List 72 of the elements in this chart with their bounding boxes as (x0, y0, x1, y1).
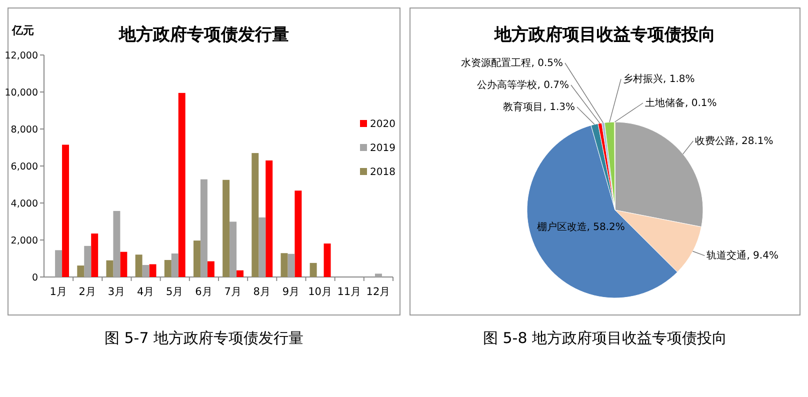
bar (288, 254, 295, 277)
bar (324, 244, 331, 277)
y-tick-label: 2,000 (10, 236, 38, 246)
x-tick-label: 3月 (108, 286, 126, 298)
x-tick-label: 7月 (224, 286, 242, 298)
bar (62, 144, 70, 277)
category-label: 棚户区改造 (536, 222, 587, 234)
bar (207, 261, 214, 277)
legend-label: 2020 (370, 119, 396, 130)
x-tick-label: 1月 (50, 286, 68, 298)
category-label: 公办高等学校 (477, 80, 538, 91)
bar (135, 254, 142, 277)
bar (164, 260, 172, 277)
value-label: , 1.8% (663, 74, 695, 85)
bar (77, 266, 84, 277)
y-tick-label: 4,000 (10, 198, 38, 210)
bar (193, 240, 200, 277)
bar (149, 264, 156, 277)
y-tick-label: 12,000 (4, 50, 38, 62)
bar (91, 234, 98, 277)
category-label: 土地储备 (645, 98, 685, 109)
value-label: , 28.1% (735, 136, 774, 147)
chart-title: 地方政府专项债发行量 (118, 25, 289, 45)
category-label: 教育项目 (503, 102, 544, 113)
bar (55, 250, 62, 277)
bar (252, 153, 259, 277)
y-tick-label: 8,000 (10, 124, 38, 136)
bar (374, 274, 382, 277)
x-tick-label: 12月 (366, 286, 391, 298)
bar (266, 160, 273, 277)
bar (200, 179, 208, 277)
chart-title: 地方政府项目收益专项债投向 (494, 25, 716, 45)
bar (236, 270, 244, 277)
bar (120, 252, 128, 277)
x-tick-label: 8月 (253, 286, 271, 298)
y-tick-label: 10,000 (4, 88, 38, 98)
bar (84, 246, 92, 277)
category-label: 轨道交通 (706, 250, 747, 262)
x-tick-label: 9月 (282, 286, 300, 298)
value-label: , 9.4% (746, 250, 778, 262)
bar (310, 262, 317, 277)
x-tick-label: 4月 (136, 286, 155, 298)
bar (294, 190, 302, 277)
x-tick-label: 11月 (337, 286, 362, 298)
bar (258, 217, 266, 277)
bar (178, 92, 186, 277)
caption: 图 5-7 地方政府专项债发行量 (104, 329, 304, 347)
category-label: 收费公路 (695, 136, 736, 147)
value-label: , 0.1% (685, 98, 717, 109)
bar (171, 254, 178, 277)
bar (106, 260, 114, 277)
legend-label: 2018 (370, 167, 396, 178)
bar (230, 222, 237, 277)
value-label: , 0.7% (537, 80, 569, 91)
category-label: 乡村振兴 (623, 74, 663, 85)
category-label: 水资源配置工程 (461, 58, 532, 69)
y-tick-label: 6,000 (10, 162, 38, 172)
caption: 图 5-8 地方政府项目收益专项债投向 (482, 329, 728, 347)
x-tick-label: 2月 (78, 286, 96, 298)
value-label: , 58.2% (586, 222, 625, 234)
x-tick-label: 5月 (166, 286, 184, 298)
value-label: , 0.5% (531, 58, 563, 69)
x-tick-label: 10月 (308, 286, 332, 298)
y-axis-title: 亿元 (11, 24, 34, 37)
bar (142, 264, 150, 277)
legend-label: 2019 (370, 143, 396, 154)
bar (113, 210, 120, 277)
bar (222, 180, 230, 277)
y-tick-label: 0 (32, 272, 38, 284)
x-tick-label: 6月 (195, 286, 213, 298)
value-label: , 1.3% (543, 102, 575, 113)
bar (280, 253, 288, 277)
